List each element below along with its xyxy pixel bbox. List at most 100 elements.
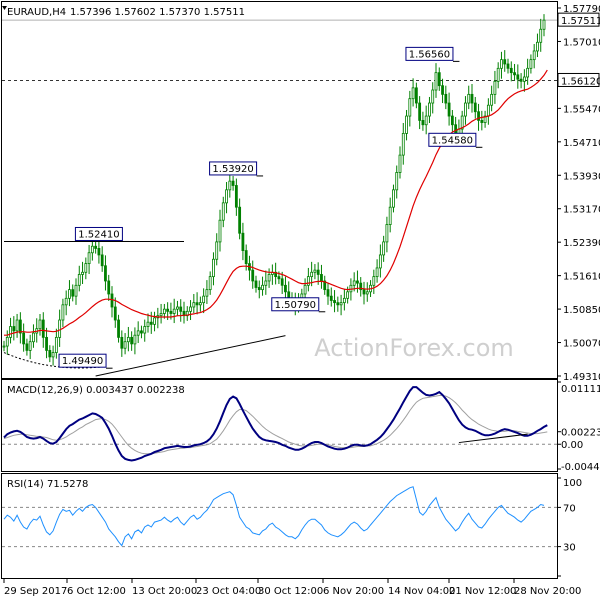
time-tick-label: 28 Nov 20:00 <box>514 586 581 597</box>
candle-body <box>362 289 366 295</box>
candle-body <box>198 302 202 306</box>
candle-body <box>117 319 120 338</box>
annotation-box <box>209 161 258 176</box>
candle-body <box>254 280 258 288</box>
candle <box>12 316 16 341</box>
candle <box>411 78 415 107</box>
macd-tick-label: 0.002238 <box>561 428 600 439</box>
candle <box>352 272 356 292</box>
macd-panel-frame <box>1 379 558 472</box>
candle <box>388 197 392 233</box>
candle <box>221 196 225 228</box>
candle <box>385 216 389 253</box>
chart-symbol: EURAUD,H4 <box>7 7 66 18</box>
candle-body <box>516 74 520 80</box>
candle-body <box>51 352 55 358</box>
candle <box>506 58 510 74</box>
candle <box>113 297 117 328</box>
candle <box>372 269 376 294</box>
candle <box>51 345 55 366</box>
candle <box>500 51 503 79</box>
candle <box>15 313 19 338</box>
candle-body <box>320 274 323 282</box>
moving-average-line <box>4 69 548 336</box>
candle-body <box>388 206 392 225</box>
candle <box>503 50 507 72</box>
macd-tick-label: -0.004419 <box>561 462 600 473</box>
level-price-label: 1.56120 <box>561 76 600 87</box>
candle-body <box>162 308 166 314</box>
last-price-label: 1.57511 <box>561 16 600 27</box>
candle-body <box>444 93 448 104</box>
candle <box>536 33 539 58</box>
candle <box>264 270 268 295</box>
candle <box>172 298 176 324</box>
price-tick-label: 1.51610 <box>563 272 600 283</box>
candle-body <box>490 93 494 106</box>
candle <box>130 331 134 351</box>
candle <box>238 198 242 240</box>
candle-body <box>264 280 268 286</box>
candle-body <box>509 67 513 74</box>
candle-body <box>176 306 179 310</box>
candle <box>437 67 441 91</box>
candle <box>441 78 444 104</box>
candle-body <box>303 284 307 295</box>
candle <box>490 85 494 112</box>
candle-body <box>326 289 330 297</box>
candle <box>431 82 435 114</box>
candle-body <box>385 224 389 243</box>
candle <box>261 276 264 296</box>
candle-body <box>500 59 503 69</box>
price-tick-label: 1.53170 <box>563 205 600 216</box>
candle <box>493 70 497 104</box>
candle <box>329 287 333 307</box>
candle-body <box>493 80 497 95</box>
candle-body <box>464 102 467 117</box>
last-price-box <box>557 12 600 27</box>
candle-body <box>61 304 65 321</box>
candle-body <box>470 93 474 104</box>
candle-body <box>133 334 137 345</box>
candle-body <box>12 326 16 332</box>
candle <box>447 92 451 126</box>
candle <box>215 233 219 266</box>
candle-body <box>483 115 487 123</box>
candle <box>205 280 209 304</box>
annotation-label: 1.56560 <box>409 49 450 60</box>
candle-body <box>9 326 12 338</box>
time-tick-label: 30 Oct 12:00 <box>258 586 323 597</box>
candle <box>32 324 35 348</box>
candle <box>117 314 120 343</box>
candle-body <box>48 349 52 358</box>
candle-body <box>428 102 431 117</box>
candle-body <box>221 202 225 221</box>
price-tick-label: 1.49310 <box>563 372 600 383</box>
candle <box>365 282 369 302</box>
candle-body <box>339 302 343 306</box>
candle-body <box>84 263 88 273</box>
symbol-dropdown-icon[interactable] <box>2 6 7 10</box>
candle-body <box>149 321 153 325</box>
annotation-label: 1.50790 <box>275 300 316 311</box>
candle-body <box>503 59 507 65</box>
candle-body <box>74 284 78 297</box>
candle-body <box>408 98 412 117</box>
candle-body <box>113 306 117 321</box>
candle-body <box>352 280 356 286</box>
annotation-box <box>58 353 107 368</box>
candle-body <box>77 274 81 286</box>
candle-body <box>375 267 379 278</box>
candle <box>61 298 65 327</box>
candle <box>473 96 477 119</box>
candle-body <box>323 280 327 291</box>
annotation-box <box>428 132 477 147</box>
candle-body <box>431 89 435 104</box>
candle <box>68 280 71 307</box>
candle <box>333 290 336 313</box>
candle <box>483 110 487 128</box>
candle-body <box>473 102 477 113</box>
candle-body <box>306 276 310 286</box>
candle <box>162 303 166 319</box>
candle-body <box>130 336 134 345</box>
